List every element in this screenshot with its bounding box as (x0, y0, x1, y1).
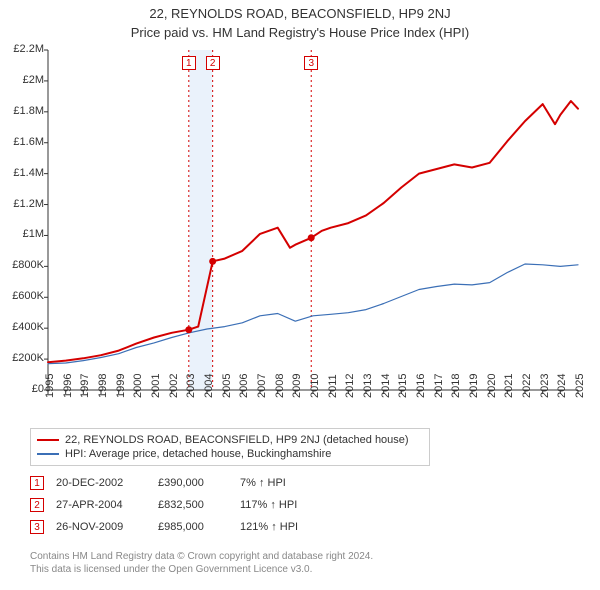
sales-row: 3 26-NOV-2009 £985,000 121% ↑ HPI (30, 516, 350, 538)
x-tick-label: 2023 (539, 374, 551, 398)
sales-date: 27-APR-2004 (56, 499, 146, 511)
x-tick-label: 1997 (79, 374, 91, 398)
x-tick-label: 2018 (450, 374, 462, 398)
x-tick-label: 2020 (486, 374, 498, 398)
x-tick-label: 2008 (274, 374, 286, 398)
sales-row: 2 27-APR-2004 £832,500 117% ↑ HPI (30, 494, 350, 516)
legend-swatch (37, 439, 59, 441)
sales-table: 1 20-DEC-2002 £390,000 7% ↑ HPI 2 27-APR-2004… (30, 472, 350, 538)
x-tick-label: 2009 (291, 374, 303, 398)
sales-price: £985,000 (158, 521, 228, 533)
x-tick-label: 2021 (503, 374, 515, 398)
x-tick-label: 2015 (397, 374, 409, 398)
y-tick-label: £2.2M (4, 43, 44, 55)
sales-price: £390,000 (158, 477, 228, 489)
x-tick-label: 2007 (256, 374, 268, 398)
legend-label: HPI: Average price, detached house, Buck… (65, 448, 331, 460)
y-tick-label: £600K (4, 290, 44, 302)
y-tick-label: £400K (4, 321, 44, 333)
x-tick-label: 1995 (44, 374, 56, 398)
footnote: Contains HM Land Registry data © Crown c… (30, 550, 570, 576)
sales-pct: 7% ↑ HPI (240, 477, 350, 489)
x-tick-label: 2022 (521, 374, 533, 398)
x-tick-label: 2024 (556, 374, 568, 398)
x-tick-label: 2011 (327, 374, 339, 398)
x-tick-label: 2012 (344, 374, 356, 398)
sales-date: 26-NOV-2009 (56, 521, 146, 533)
sale-marker-chip: 1 (182, 56, 196, 70)
y-tick-label: £1.6M (4, 136, 44, 148)
y-tick-label: £2M (4, 74, 44, 86)
y-tick-label: £1.8M (4, 105, 44, 117)
legend-item: 22, REYNOLDS ROAD, BEACONSFIELD, HP9 2NJ… (37, 433, 423, 447)
x-tick-label: 2019 (468, 374, 480, 398)
sales-row: 1 20-DEC-2002 £390,000 7% ↑ HPI (30, 472, 350, 494)
sales-chip: 2 (30, 498, 44, 512)
y-tick-label: £1M (4, 228, 44, 240)
x-tick-label: 2004 (203, 374, 215, 398)
sales-price: £832,500 (158, 499, 228, 511)
x-tick-label: 2014 (380, 374, 392, 398)
x-tick-label: 1998 (97, 374, 109, 398)
x-tick-label: 2002 (168, 374, 180, 398)
sales-pct: 117% ↑ HPI (240, 499, 350, 511)
legend-label: 22, REYNOLDS ROAD, BEACONSFIELD, HP9 2NJ… (65, 434, 409, 446)
footnote-line-2: This data is licensed under the Open Gov… (30, 563, 570, 576)
x-tick-label: 2000 (132, 374, 144, 398)
x-tick-label: 2005 (221, 374, 233, 398)
y-tick-label: £1.4M (4, 167, 44, 179)
legend-swatch (37, 453, 59, 455)
x-tick-label: 2003 (185, 374, 197, 398)
sales-date: 20-DEC-2002 (56, 477, 146, 489)
legend: 22, REYNOLDS ROAD, BEACONSFIELD, HP9 2NJ… (30, 428, 430, 466)
y-tick-label: £0 (4, 383, 44, 395)
sales-chip: 1 (30, 476, 44, 490)
sale-marker-chip: 3 (304, 56, 318, 70)
y-tick-label: £800K (4, 259, 44, 271)
chart-plot (0, 0, 600, 430)
x-tick-label: 1999 (115, 374, 127, 398)
x-tick-label: 2001 (150, 374, 162, 398)
chart-container: 22, REYNOLDS ROAD, BEACONSFIELD, HP9 2NJ… (0, 0, 600, 590)
x-tick-label: 2016 (415, 374, 427, 398)
sale-marker-chip: 2 (206, 56, 220, 70)
sales-pct: 121% ↑ HPI (240, 521, 350, 533)
y-tick-label: £1.2M (4, 198, 44, 210)
x-tick-label: 2013 (362, 374, 374, 398)
x-tick-label: 1996 (62, 374, 74, 398)
x-tick-label: 2010 (309, 374, 321, 398)
x-tick-label: 2025 (574, 374, 586, 398)
legend-item: HPI: Average price, detached house, Buck… (37, 447, 423, 461)
y-tick-label: £200K (4, 352, 44, 364)
sales-chip: 3 (30, 520, 44, 534)
x-tick-label: 2017 (433, 374, 445, 398)
footnote-line-1: Contains HM Land Registry data © Crown c… (30, 550, 570, 563)
x-tick-label: 2006 (238, 374, 250, 398)
